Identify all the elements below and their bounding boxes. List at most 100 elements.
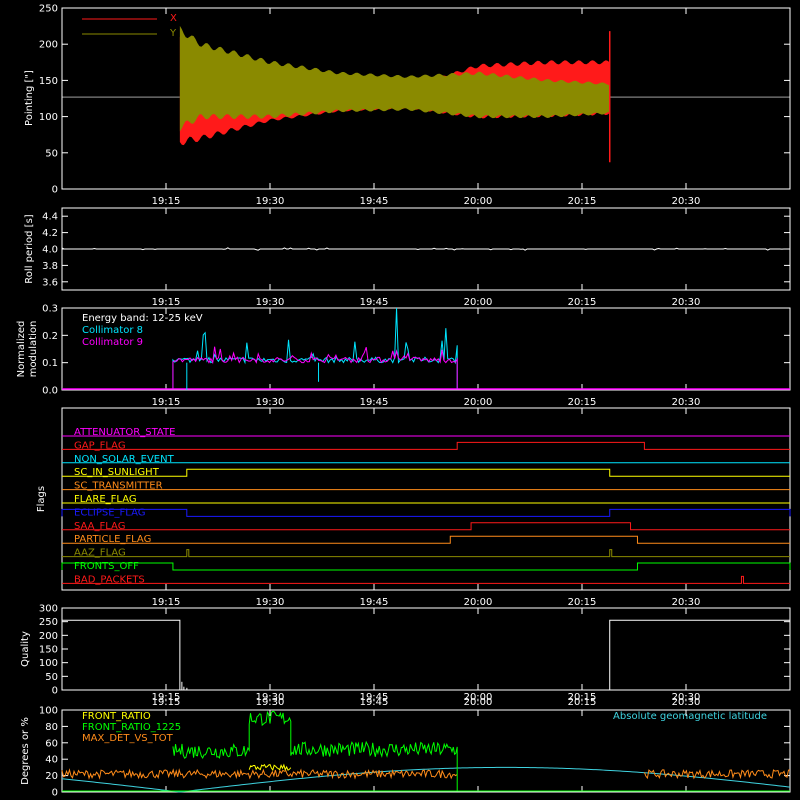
modulation-series-collimator-9 [172,346,458,389]
quality-ytick-label: 200 [39,631,58,642]
quality-ytick-label: 0 [52,686,58,697]
ratios-xtick-label: 19:45 [360,692,389,703]
ratios-series-geomag-latitude [61,766,791,793]
flag-label: NON_SOLAR_EVENT [74,454,175,465]
quality-ytick-label: 50 [45,672,58,683]
quality-xtick-label: 19:30 [256,697,285,708]
pointing-xtick-label: 20:30 [672,196,701,207]
pointing-ylabel: Pointing ["] [24,70,35,126]
legend-label-max-det-vs-tot: MAX_DET_VS_TOT [82,733,174,744]
ratios-ytick-label: 60 [45,738,58,749]
quality-series [62,619,790,691]
pointing-ytick-label: 200 [39,40,58,51]
ratios-series-front-ratio-1225 [172,710,458,791]
quality-xtick-label: 19:45 [360,697,389,708]
modulation-ytick-label: 0.3 [42,304,58,315]
flags-xtick-label: 19:30 [256,597,285,608]
pointing-ytick-label: 0 [52,185,58,196]
flags-xtick-label: 20:30 [672,597,701,608]
roll-xtick-label: 20:30 [672,297,701,308]
legend-label-front-ratio-1225: FRONT_RATIO_1225 [82,722,181,733]
ratios-xtick-label: 20:00 [464,692,493,703]
ratios-xtick-label: 19:15 [152,692,181,703]
flag-line-aaz-flag [62,549,790,558]
flag-label: FLARE_FLAG [74,494,137,505]
ratios-ytick-label: 40 [45,755,58,766]
roll-ytick-label: 3.6 [42,277,58,288]
pointing-xtick-label: 19:30 [256,196,285,207]
pointing-panel: Pointing ["] X Y [24,7,791,190]
quality-ytick-label: 250 [39,617,58,628]
roll-ytick-label: 3.8 [42,261,58,272]
pointing-ytick-label: 100 [39,112,58,123]
modulation-ylabel-line2: modulation [28,321,39,378]
flag-line-gap-flag [62,441,790,450]
ratios-xtick-label: 20:15 [568,692,597,703]
flag-label: SC_TRANSMITTER [74,481,163,492]
quality-xtick-label: 19:15 [152,697,181,708]
ratios-series-front-ratio [248,763,292,772]
modulation-xtick-label: 19:30 [256,397,285,408]
legend-label-x: X [170,13,177,24]
flag-label: FRONTS_OFF [74,561,139,572]
flag-label: AAZ_FLAG [74,548,126,559]
ratios-ytick-label: 20 [45,771,58,782]
flags-xtick-label: 19:45 [360,597,389,608]
pointing-ytick-label: 50 [45,148,58,159]
roll-xtick-label: 19:30 [256,297,285,308]
energy-band-label: Energy band: 12-25 keV [82,313,203,324]
roll-xtick-label: 19:45 [360,297,389,308]
roll-xtick-label: 20:00 [464,297,493,308]
roll-period-ylabel: Roll period [s] [24,214,35,283]
quality-ylabel: Quality [20,631,31,667]
modulation-ylabel-line1: Normalized [16,321,27,378]
quality-xtick-label: 20:30 [672,697,701,708]
chart-marks: 19:15 19:30 19:45 20:00 20:15 20:30 0 50 100 150 2… [39,4,791,799]
pointing-plot-frame [61,7,791,190]
modulation-ytick-label: 0.2 [42,331,58,342]
geomag-latitude-annotation: Absolute geomagnetic latitude [613,711,767,722]
ratios-ytick-label: 100 [39,706,58,717]
modulation-xtick-label: 20:30 [672,397,701,408]
pointing-xtick-label: 20:15 [568,196,597,207]
ratios-ylabel: Degrees or % [20,717,31,785]
ratios-panel: Degrees or % FRONT_RATIO FRONT_RATIO_122… [20,709,791,793]
flag-line-fronts-off [61,562,791,571]
ratios-plot-frame [61,709,791,793]
modulation-panel: Normalized modulation Energy band: 12-25… [16,307,791,391]
legend-label-collimator-8: Collimator 8 [82,325,143,336]
pointing-legend: X Y [82,13,177,39]
flag-line-eclipse-flag [61,508,791,517]
roll-xtick-label: 19:15 [152,297,181,308]
ratios-ytick-label: 0 [52,788,58,799]
legend-label-y: Y [169,28,177,39]
ratios-ytick-label: 80 [45,722,58,733]
flags-xtick-label: 20:15 [568,597,597,608]
flag-line-sc-in-sunlight [62,468,790,477]
flag-label: BAD_PACKETS [74,574,145,585]
flags-xtick-label: 20:00 [464,597,493,608]
modulation-ytick-label: 0.0 [42,386,58,397]
flag-label: GAP_FLAG [74,440,126,451]
flags-ylabel: Flags [36,486,47,512]
flag-label: SAA_FLAG [74,521,125,532]
pointing-ytick-label: 250 [39,4,58,15]
flags-plot-frame [61,407,791,591]
quality-ytick-label: 150 [39,645,58,656]
flag-line-saa-flag [62,522,790,531]
ratios-xtick-label: 20:30 [672,692,701,703]
modulation-xtick-label: 19:15 [152,397,181,408]
quality-xtick-label: 20:15 [568,697,597,708]
flag-label: PARTICLE_FLAG [74,534,151,545]
legend-label-front-ratio: FRONT_RATIO [82,711,151,722]
ratios-xtick-label: 19:30 [256,692,285,703]
pointing-xtick-label: 19:15 [152,196,181,207]
quality-ytick-label: 300 [39,604,58,615]
flags-xtick-label: 19:15 [152,597,181,608]
modulation-xtick-label: 20:00 [464,397,493,408]
roll-ytick-label: 4.2 [42,228,58,239]
quality-ytick-label: 100 [39,658,58,669]
pointing-ytick-label: 150 [39,76,58,87]
modulation-xtick-label: 20:15 [568,397,597,408]
